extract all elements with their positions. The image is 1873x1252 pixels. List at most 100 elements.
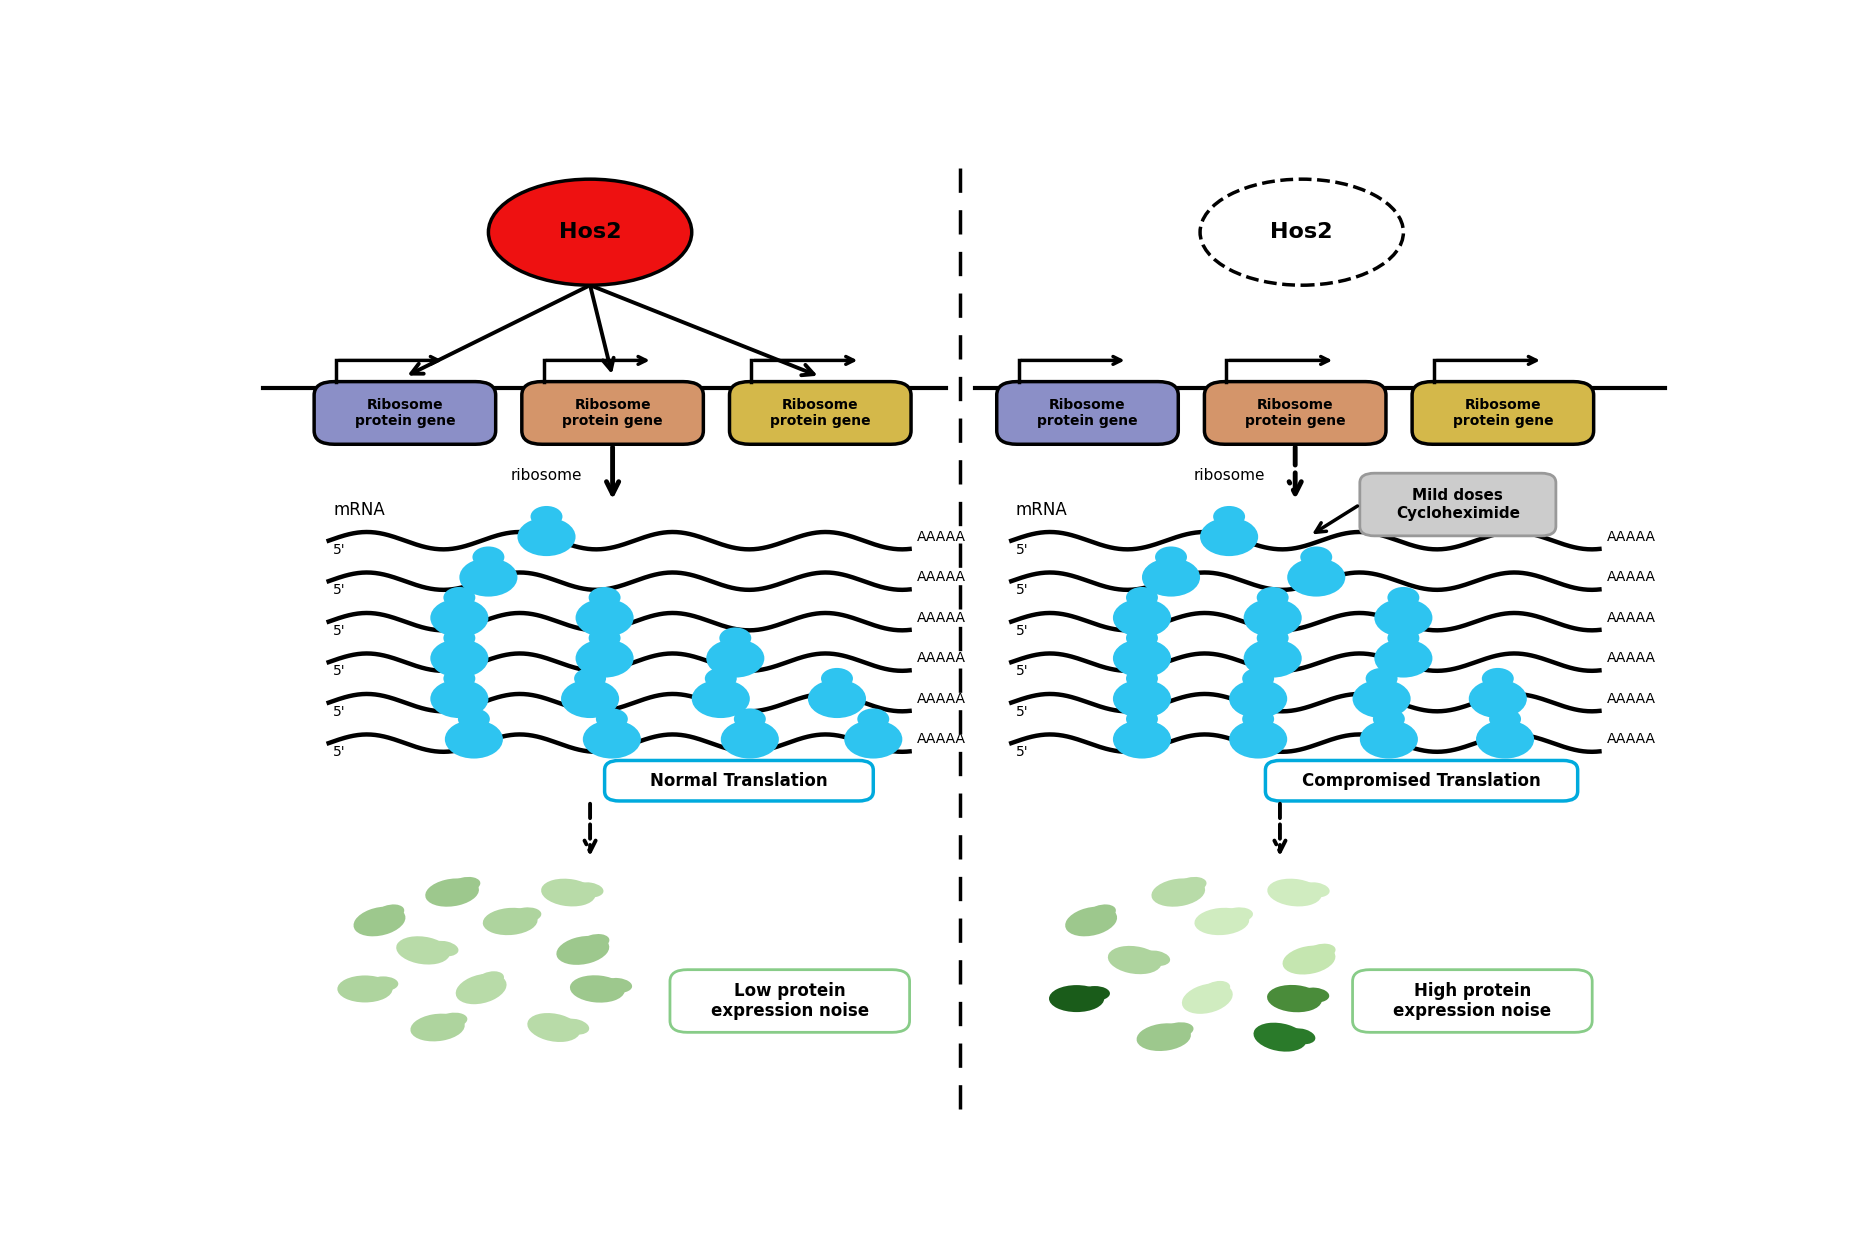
Circle shape: [719, 627, 751, 649]
Circle shape: [691, 680, 749, 719]
Text: 5': 5': [333, 583, 345, 597]
FancyBboxPatch shape: [1352, 969, 1592, 1033]
Ellipse shape: [395, 936, 450, 964]
Text: AAAAA: AAAAA: [1605, 692, 1656, 706]
Text: AAAAA: AAAAA: [916, 530, 965, 543]
FancyBboxPatch shape: [729, 382, 910, 444]
Ellipse shape: [337, 975, 391, 1003]
Ellipse shape: [425, 879, 479, 906]
Circle shape: [1229, 720, 1287, 759]
Text: 5': 5': [333, 745, 345, 759]
Circle shape: [573, 667, 605, 689]
Ellipse shape: [1199, 179, 1403, 285]
Text: 5': 5': [1015, 664, 1028, 679]
Ellipse shape: [541, 879, 596, 906]
Text: Hos2: Hos2: [558, 222, 622, 242]
Circle shape: [583, 720, 641, 759]
Ellipse shape: [1281, 945, 1335, 974]
Circle shape: [1244, 639, 1302, 677]
Circle shape: [1242, 667, 1274, 689]
FancyBboxPatch shape: [1204, 382, 1386, 444]
Ellipse shape: [1298, 988, 1328, 1003]
Ellipse shape: [526, 1013, 581, 1042]
Ellipse shape: [1300, 883, 1330, 898]
Ellipse shape: [1107, 947, 1161, 974]
Circle shape: [1244, 598, 1302, 637]
Circle shape: [1126, 587, 1158, 608]
Circle shape: [459, 558, 517, 597]
Text: Ribosome
protein gene: Ribosome protein gene: [770, 398, 871, 428]
Circle shape: [588, 587, 620, 608]
Text: mRNA: mRNA: [1015, 502, 1068, 520]
Circle shape: [444, 720, 502, 759]
Circle shape: [575, 598, 633, 637]
FancyBboxPatch shape: [1412, 382, 1592, 444]
Ellipse shape: [1266, 879, 1320, 906]
Text: 5': 5': [333, 542, 345, 557]
Ellipse shape: [511, 908, 541, 923]
Text: 5': 5': [333, 623, 345, 637]
Text: AAAAA: AAAAA: [916, 732, 965, 746]
Ellipse shape: [581, 934, 609, 950]
Ellipse shape: [489, 179, 691, 285]
Ellipse shape: [560, 1019, 588, 1034]
Text: Low protein
expression noise: Low protein expression noise: [710, 982, 869, 1020]
Circle shape: [1365, 667, 1397, 689]
Text: AAAAA: AAAAA: [1605, 611, 1656, 625]
Circle shape: [560, 680, 618, 719]
Circle shape: [1386, 587, 1418, 608]
Circle shape: [1199, 517, 1257, 556]
Circle shape: [1468, 680, 1526, 719]
Ellipse shape: [483, 908, 538, 935]
Ellipse shape: [375, 904, 405, 920]
Circle shape: [1476, 720, 1534, 759]
Circle shape: [596, 709, 627, 730]
Circle shape: [1257, 627, 1289, 649]
Text: mRNA: mRNA: [333, 502, 384, 520]
Circle shape: [706, 639, 764, 677]
Ellipse shape: [451, 876, 479, 893]
Circle shape: [530, 506, 562, 527]
Circle shape: [1141, 558, 1199, 597]
FancyBboxPatch shape: [1264, 760, 1577, 801]
Circle shape: [1229, 680, 1287, 719]
Text: Ribosome
protein gene: Ribosome protein gene: [1452, 398, 1553, 428]
Text: 5': 5': [1015, 745, 1028, 759]
Text: 5': 5': [1015, 583, 1028, 597]
Text: High protein
expression noise: High protein expression noise: [1392, 982, 1551, 1020]
Circle shape: [1126, 667, 1158, 689]
Circle shape: [1352, 680, 1410, 719]
Ellipse shape: [1079, 987, 1109, 1000]
FancyBboxPatch shape: [996, 382, 1178, 444]
Ellipse shape: [354, 906, 405, 936]
Circle shape: [807, 680, 865, 719]
Ellipse shape: [429, 940, 459, 957]
Ellipse shape: [573, 883, 603, 898]
Ellipse shape: [1266, 985, 1320, 1013]
Circle shape: [431, 598, 489, 637]
Ellipse shape: [1137, 1023, 1189, 1050]
Text: AAAAA: AAAAA: [916, 651, 965, 665]
Ellipse shape: [1193, 908, 1249, 935]
Circle shape: [431, 680, 489, 719]
Circle shape: [431, 639, 489, 677]
Ellipse shape: [455, 974, 506, 1004]
Circle shape: [1386, 627, 1418, 649]
Circle shape: [721, 720, 779, 759]
FancyBboxPatch shape: [1360, 473, 1555, 536]
Text: 5': 5': [1015, 705, 1028, 719]
Circle shape: [517, 517, 575, 556]
Circle shape: [704, 667, 736, 689]
Ellipse shape: [569, 975, 624, 1003]
Ellipse shape: [1223, 908, 1253, 923]
Text: Compromised Translation: Compromised Translation: [1302, 771, 1540, 790]
Ellipse shape: [1049, 985, 1103, 1012]
Text: Ribosome
protein gene: Ribosome protein gene: [1036, 398, 1137, 428]
Text: Hos2: Hos2: [1270, 222, 1332, 242]
Ellipse shape: [1202, 980, 1229, 998]
Text: AAAAA: AAAAA: [1605, 732, 1656, 746]
Circle shape: [1373, 639, 1431, 677]
Ellipse shape: [410, 1014, 465, 1042]
Circle shape: [1113, 639, 1171, 677]
Ellipse shape: [1285, 1028, 1315, 1044]
